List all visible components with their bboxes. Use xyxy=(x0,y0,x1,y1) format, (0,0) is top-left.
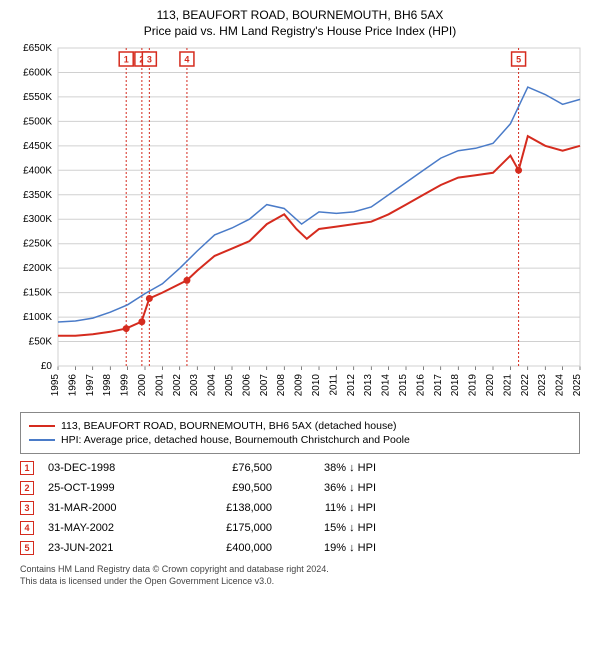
transaction-marker: 4 xyxy=(20,521,34,535)
transaction-marker: 5 xyxy=(20,541,34,555)
legend-label: 113, BEAUFORT ROAD, BOURNEMOUTH, BH6 5AX… xyxy=(61,420,397,432)
svg-text:£500K: £500K xyxy=(23,116,52,127)
svg-text:£150K: £150K xyxy=(23,288,52,299)
transaction-date: 31-MAR-2000 xyxy=(48,502,168,514)
svg-text:2024: 2024 xyxy=(555,374,566,397)
svg-text:£100K: £100K xyxy=(23,312,52,323)
svg-text:£400K: £400K xyxy=(23,165,52,176)
transaction-price: £90,500 xyxy=(182,482,272,494)
svg-text:2020: 2020 xyxy=(485,374,496,397)
svg-text:2021: 2021 xyxy=(502,374,513,397)
page-subtitle: Price paid vs. HM Land Registry's House … xyxy=(10,24,590,38)
svg-text:2004: 2004 xyxy=(207,374,218,397)
svg-text:2002: 2002 xyxy=(172,374,183,397)
chart-svg: £0 £50K £100K £150K £200K £250K £300K £350K £400… xyxy=(10,44,590,404)
legend-swatch xyxy=(29,439,55,441)
svg-text:£450K: £450K xyxy=(23,141,52,152)
svg-text:1997: 1997 xyxy=(85,374,96,397)
svg-text:1: 1 xyxy=(124,55,129,65)
svg-text:2007: 2007 xyxy=(259,374,270,397)
footer-attribution: Contains HM Land Registry data © Crown c… xyxy=(20,564,580,587)
svg-text:2011: 2011 xyxy=(328,374,339,396)
transaction-price: £76,500 xyxy=(182,462,272,474)
transaction-price: £400,000 xyxy=(182,542,272,554)
transaction-price: £175,000 xyxy=(182,522,272,534)
svg-text:2001: 2001 xyxy=(154,374,165,397)
svg-text:2017: 2017 xyxy=(433,374,444,397)
legend-item: HPI: Average price, detached house, Bour… xyxy=(29,433,571,447)
svg-text:2010: 2010 xyxy=(311,374,322,397)
transaction-date: 03-DEC-1998 xyxy=(48,462,168,474)
svg-text:£300K: £300K xyxy=(23,214,52,225)
svg-text:£0: £0 xyxy=(41,361,53,372)
svg-text:1995: 1995 xyxy=(50,374,61,397)
page-title: 113, BEAUFORT ROAD, BOURNEMOUTH, BH6 5AX xyxy=(10,8,590,22)
table-row: 3 31-MAR-2000 £138,000 11% ↓ HPI xyxy=(20,498,580,518)
table-row: 5 23-JUN-2021 £400,000 19% ↓ HPI xyxy=(20,538,580,558)
table-row: 4 31-MAY-2002 £175,000 15% ↓ HPI xyxy=(20,518,580,538)
transaction-price: £138,000 xyxy=(182,502,272,514)
transaction-marker: 3 xyxy=(20,501,34,515)
svg-text:2015: 2015 xyxy=(398,374,409,397)
transaction-marker: 2 xyxy=(20,481,34,495)
svg-text:2013: 2013 xyxy=(363,374,374,397)
svg-text:2000: 2000 xyxy=(137,374,148,397)
footer-line-1: Contains HM Land Registry data © Crown c… xyxy=(20,564,580,576)
svg-text:2009: 2009 xyxy=(294,374,305,397)
transaction-date: 23-JUN-2021 xyxy=(48,542,168,554)
svg-text:£350K: £350K xyxy=(23,190,52,201)
transaction-diff: 19% ↓ HPI xyxy=(286,542,376,554)
transaction-date: 31-MAY-2002 xyxy=(48,522,168,534)
svg-text:2022: 2022 xyxy=(520,374,531,397)
svg-text:2016: 2016 xyxy=(415,374,426,397)
svg-text:1998: 1998 xyxy=(102,374,113,397)
transaction-marker: 1 xyxy=(20,461,34,475)
svg-text:1996: 1996 xyxy=(67,374,78,397)
svg-text:5: 5 xyxy=(516,55,521,65)
legend-item: 113, BEAUFORT ROAD, BOURNEMOUTH, BH6 5AX… xyxy=(29,419,571,433)
svg-text:£650K: £650K xyxy=(23,44,52,54)
transaction-diff: 15% ↓ HPI xyxy=(286,522,376,534)
table-row: 2 25-OCT-1999 £90,500 36% ↓ HPI xyxy=(20,478,580,498)
table-row: 1 03-DEC-1998 £76,500 38% ↓ HPI xyxy=(20,458,580,478)
transaction-diff: 36% ↓ HPI xyxy=(286,482,376,494)
svg-text:3: 3 xyxy=(147,55,152,65)
svg-text:2018: 2018 xyxy=(450,374,461,397)
svg-text:2012: 2012 xyxy=(346,374,357,397)
title-block: 113, BEAUFORT ROAD, BOURNEMOUTH, BH6 5AX… xyxy=(10,8,590,38)
transaction-date: 25-OCT-1999 xyxy=(48,482,168,494)
svg-text:2006: 2006 xyxy=(241,374,252,397)
svg-text:2014: 2014 xyxy=(381,374,392,397)
svg-text:2025: 2025 xyxy=(572,374,583,397)
svg-text:4: 4 xyxy=(184,55,189,65)
svg-text:£200K: £200K xyxy=(23,263,52,274)
legend-label: HPI: Average price, detached house, Bour… xyxy=(61,434,410,446)
svg-text:2003: 2003 xyxy=(189,374,200,397)
page-container: 113, BEAUFORT ROAD, BOURNEMOUTH, BH6 5AX… xyxy=(0,0,600,595)
transaction-diff: 38% ↓ HPI xyxy=(286,462,376,474)
svg-text:£50K: £50K xyxy=(29,337,53,348)
svg-text:2008: 2008 xyxy=(276,374,287,397)
svg-text:£250K: £250K xyxy=(23,239,52,250)
svg-text:£550K: £550K xyxy=(23,92,52,103)
svg-text:2019: 2019 xyxy=(468,374,479,397)
svg-text:1999: 1999 xyxy=(120,374,131,397)
svg-text:2005: 2005 xyxy=(224,374,235,397)
transactions-table: 1 03-DEC-1998 £76,500 38% ↓ HPI 2 25-OCT-1999… xyxy=(20,458,580,558)
svg-text:£600K: £600K xyxy=(23,67,52,78)
svg-text:2023: 2023 xyxy=(537,374,548,397)
legend-swatch xyxy=(29,425,55,427)
footer-line-2: This data is licensed under the Open Gov… xyxy=(20,576,580,588)
transaction-diff: 11% ↓ HPI xyxy=(286,502,376,514)
price-chart: £0 £50K £100K £150K £200K £250K £300K £350K £400… xyxy=(10,44,590,404)
chart-legend: 113, BEAUFORT ROAD, BOURNEMOUTH, BH6 5AX… xyxy=(20,412,580,454)
